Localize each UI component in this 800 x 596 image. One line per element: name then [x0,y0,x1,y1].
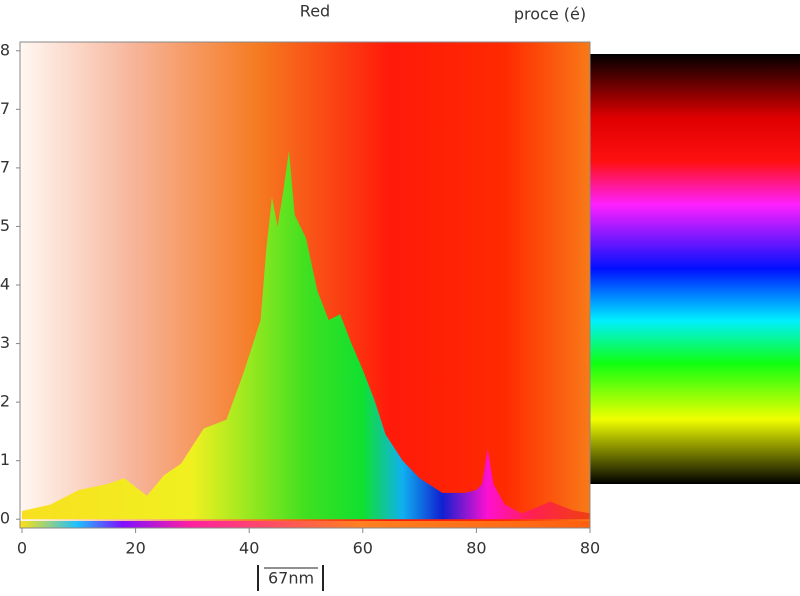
y-tick-label: 5 [0,216,10,235]
x-tick-label: 80 [466,539,486,558]
colorbar-label: proce (é) [514,5,586,24]
y-tick-label: 0 [0,509,10,528]
chart-title: Red [300,2,330,21]
y-tick-label: 7 [0,157,10,176]
x-tick-label: 80 [580,539,600,558]
y-tick-label: 4 [0,275,10,294]
y-tick-label: 1 [0,450,10,469]
x-tick-label: 20 [125,539,145,558]
x-tick-label: 0 [17,539,27,558]
spectrum-area [22,150,590,520]
y-tick-label: 8 [0,40,10,59]
y-tick-label: 3 [0,333,10,352]
x-tick-label: 40 [239,539,259,558]
spectrum-strip [20,521,590,528]
x-tick-label: 60 [353,539,373,558]
annotation: 67nm [268,569,314,588]
y-tick-label: 2 [0,392,10,411]
colorbar [590,54,800,484]
y-tick-label: 7 [0,99,10,118]
